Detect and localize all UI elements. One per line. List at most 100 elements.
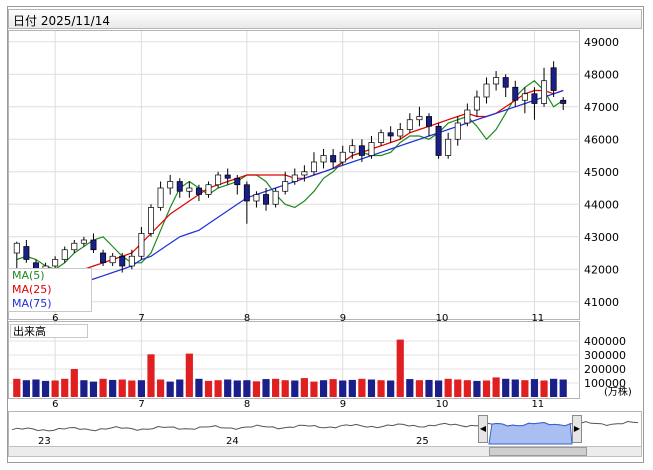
volume-bar xyxy=(502,378,510,397)
volume-month-label: 6 xyxy=(52,399,58,410)
candle-body xyxy=(416,116,423,121)
price-tick-label: 45000 xyxy=(584,166,619,179)
volume-bar xyxy=(99,378,107,397)
price-tick-label: 48000 xyxy=(584,68,619,81)
legend-ma25: MA(25) xyxy=(12,283,52,296)
candle-body xyxy=(263,194,270,205)
volume-bar xyxy=(89,381,98,397)
candle-body xyxy=(445,138,452,156)
volume-month-label: 10 xyxy=(436,399,449,410)
volume-bar xyxy=(492,377,500,397)
candle-body xyxy=(320,155,327,163)
candle-body xyxy=(128,255,135,267)
volume-bar xyxy=(300,378,308,397)
scrollbar-thumb[interactable] xyxy=(489,447,587,456)
volume-bar xyxy=(128,380,136,397)
candle-body xyxy=(521,93,528,101)
candle-body xyxy=(13,242,20,254)
candle-body xyxy=(148,207,154,234)
volume-bar xyxy=(252,381,261,397)
volume-bar xyxy=(137,380,146,397)
month-label: 7 xyxy=(138,313,144,324)
volume-bar xyxy=(463,380,471,397)
overview-right-handle[interactable]: ▶ xyxy=(572,415,582,443)
volume-bar xyxy=(185,353,193,397)
volume-bar xyxy=(32,379,40,397)
legend-ma5: MA(5) xyxy=(12,269,45,282)
volume-bar xyxy=(51,380,59,397)
volume-bar xyxy=(118,379,126,397)
volume-bar xyxy=(204,380,213,397)
volume-bar xyxy=(281,380,289,397)
candle-body xyxy=(349,145,356,153)
volume-bar xyxy=(233,380,241,397)
candle-body xyxy=(71,242,78,251)
volume-bar xyxy=(262,379,270,397)
candle-body xyxy=(253,194,260,202)
volume-tick-label: 400000 xyxy=(584,335,626,348)
candle-body xyxy=(541,80,548,104)
volume-bar xyxy=(70,369,78,397)
candle-body xyxy=(80,239,87,244)
volume-bar xyxy=(272,378,280,397)
ma75-line xyxy=(16,89,564,287)
overview-scrollbar[interactable] xyxy=(8,446,642,457)
overview-selection xyxy=(488,421,573,445)
volume-bar xyxy=(243,380,251,397)
candle-body xyxy=(483,83,490,98)
volume-bar xyxy=(482,380,491,397)
candle-body xyxy=(23,246,30,260)
price-tick-label: 42000 xyxy=(584,263,619,276)
legend-ma75: MA(75) xyxy=(12,297,52,310)
candle-body xyxy=(368,142,375,156)
volume-bar xyxy=(61,378,69,397)
volume-bar xyxy=(358,378,366,397)
price-tick-label: 41000 xyxy=(584,296,619,309)
volume-month-label: 11 xyxy=(531,399,544,410)
month-label: 11 xyxy=(531,313,544,324)
price-tick-label: 43000 xyxy=(584,231,619,244)
volume-bar xyxy=(109,379,117,397)
candle-body xyxy=(435,125,442,156)
overview-left-handle[interactable]: ◀ xyxy=(478,415,488,443)
candle-body xyxy=(339,151,346,163)
volume-bar xyxy=(530,379,539,397)
volume-bar xyxy=(156,379,165,397)
candle-body xyxy=(90,239,97,251)
volume-bar xyxy=(511,379,519,397)
volume-bar xyxy=(521,380,529,397)
volume-bar xyxy=(166,381,174,397)
volume-bar xyxy=(176,379,184,397)
candle-body xyxy=(310,161,317,173)
volume-bar xyxy=(425,379,433,397)
candle-body xyxy=(119,255,126,267)
candle-body xyxy=(138,233,145,257)
candle-body xyxy=(454,122,461,140)
candle-body xyxy=(176,181,183,192)
month-label: 6 xyxy=(52,313,58,324)
candle-body xyxy=(52,259,59,267)
volume-bar xyxy=(559,379,567,397)
date-bar: 日付 2025/11/14 xyxy=(8,9,642,29)
candle-body xyxy=(406,119,413,130)
candle-body xyxy=(215,174,222,186)
volume-bar xyxy=(415,380,424,397)
candle-body xyxy=(100,252,107,264)
overview-year-label: 25 xyxy=(416,436,429,447)
volume-bar xyxy=(454,379,462,397)
candle-body xyxy=(512,86,519,101)
volume-month-label: 9 xyxy=(340,399,346,410)
volume-tick-label: 300000 xyxy=(584,349,626,362)
ma5-line xyxy=(16,80,564,270)
volume-bar xyxy=(444,378,452,397)
volume-bar xyxy=(22,380,30,397)
price-panel[interactable] xyxy=(8,30,580,320)
candle-body xyxy=(550,67,557,91)
volume-tick-label: 200000 xyxy=(584,363,626,376)
price-tick-label: 49000 xyxy=(584,36,619,49)
volume-bar xyxy=(348,379,356,397)
volume-bar xyxy=(367,379,376,397)
ma-legend: MA(5) MA(25) MA(75) xyxy=(8,268,92,312)
volume-bar xyxy=(291,380,299,397)
